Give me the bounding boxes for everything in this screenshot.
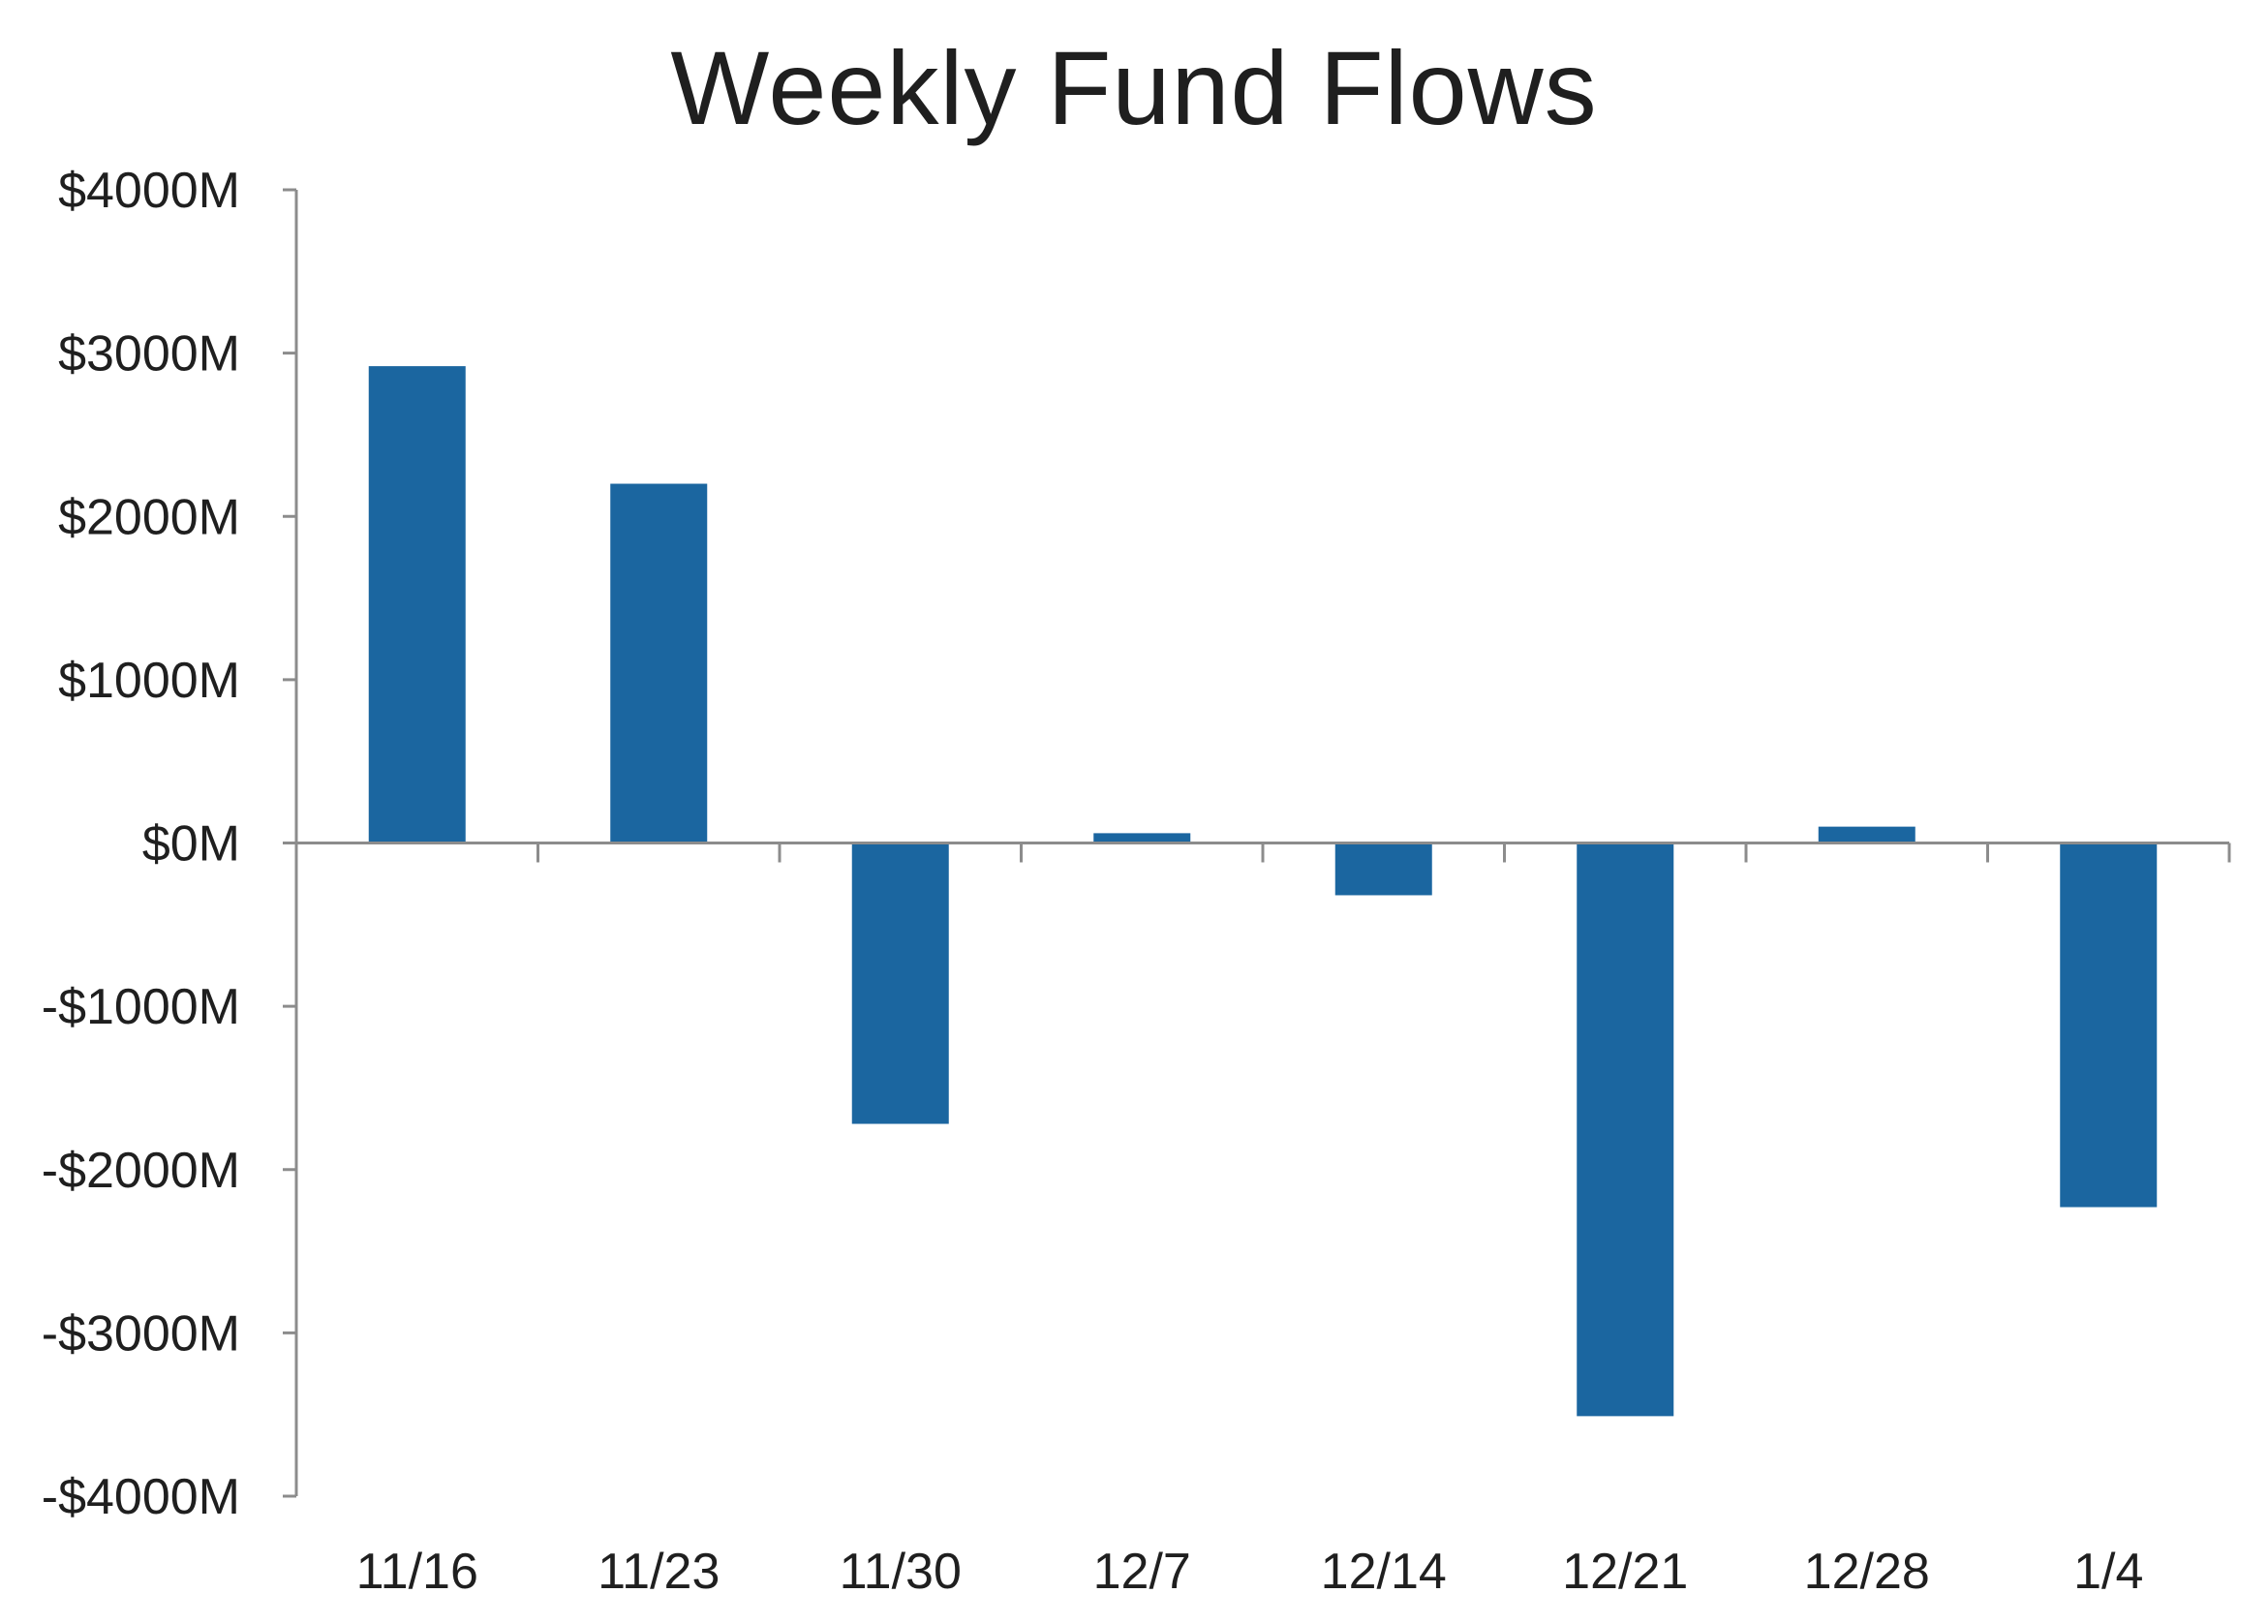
chart-title: Weekly Fund Flows: [670, 29, 1598, 146]
x-tick-label: 1/4: [2073, 1544, 2143, 1600]
y-tick-label: -$2000M: [42, 1143, 240, 1199]
x-tick-label: 12/28: [1804, 1544, 1930, 1600]
y-tick-label: $0M: [142, 816, 240, 873]
bar-11-16: [368, 366, 466, 843]
y-axis: $4000M $3000M $2000M $1000M $0M -$1000M -$2000…: [42, 163, 298, 1525]
bar-12-14: [1334, 843, 1432, 896]
x-axis: [296, 842, 2231, 863]
bar-12-7: [1093, 833, 1191, 843]
bar-11-30: [851, 843, 949, 1124]
y-tick-label: -$4000M: [42, 1469, 240, 1525]
x-tick-label: 11/30: [840, 1544, 962, 1600]
bar-12-28: [1818, 826, 1916, 843]
x-tick-label: 12/7: [1093, 1544, 1191, 1600]
x-tick-label: 12/21: [1562, 1544, 1688, 1600]
x-tick-label: 11/23: [598, 1544, 720, 1600]
bar-1-4: [2060, 843, 2158, 1208]
x-tick-label: 12/14: [1321, 1544, 1447, 1600]
y-tick-label: $4000M: [58, 163, 240, 219]
y-tick-label: $2000M: [58, 489, 240, 545]
bars: [368, 366, 2158, 1417]
y-tick-label: $3000M: [58, 326, 240, 383]
x-tick-labels: 11/16 11/23 11/30 12/7 12/14 12/21 12/28 1/4: [356, 1544, 2144, 1600]
y-tick-label: -$3000M: [42, 1305, 240, 1362]
x-tick-label: 11/16: [356, 1544, 478, 1600]
bar-12-21: [1577, 843, 1674, 1417]
bar-11-23: [610, 483, 708, 843]
y-tick-label: -$1000M: [42, 979, 240, 1035]
y-tick-label: $1000M: [58, 653, 240, 709]
